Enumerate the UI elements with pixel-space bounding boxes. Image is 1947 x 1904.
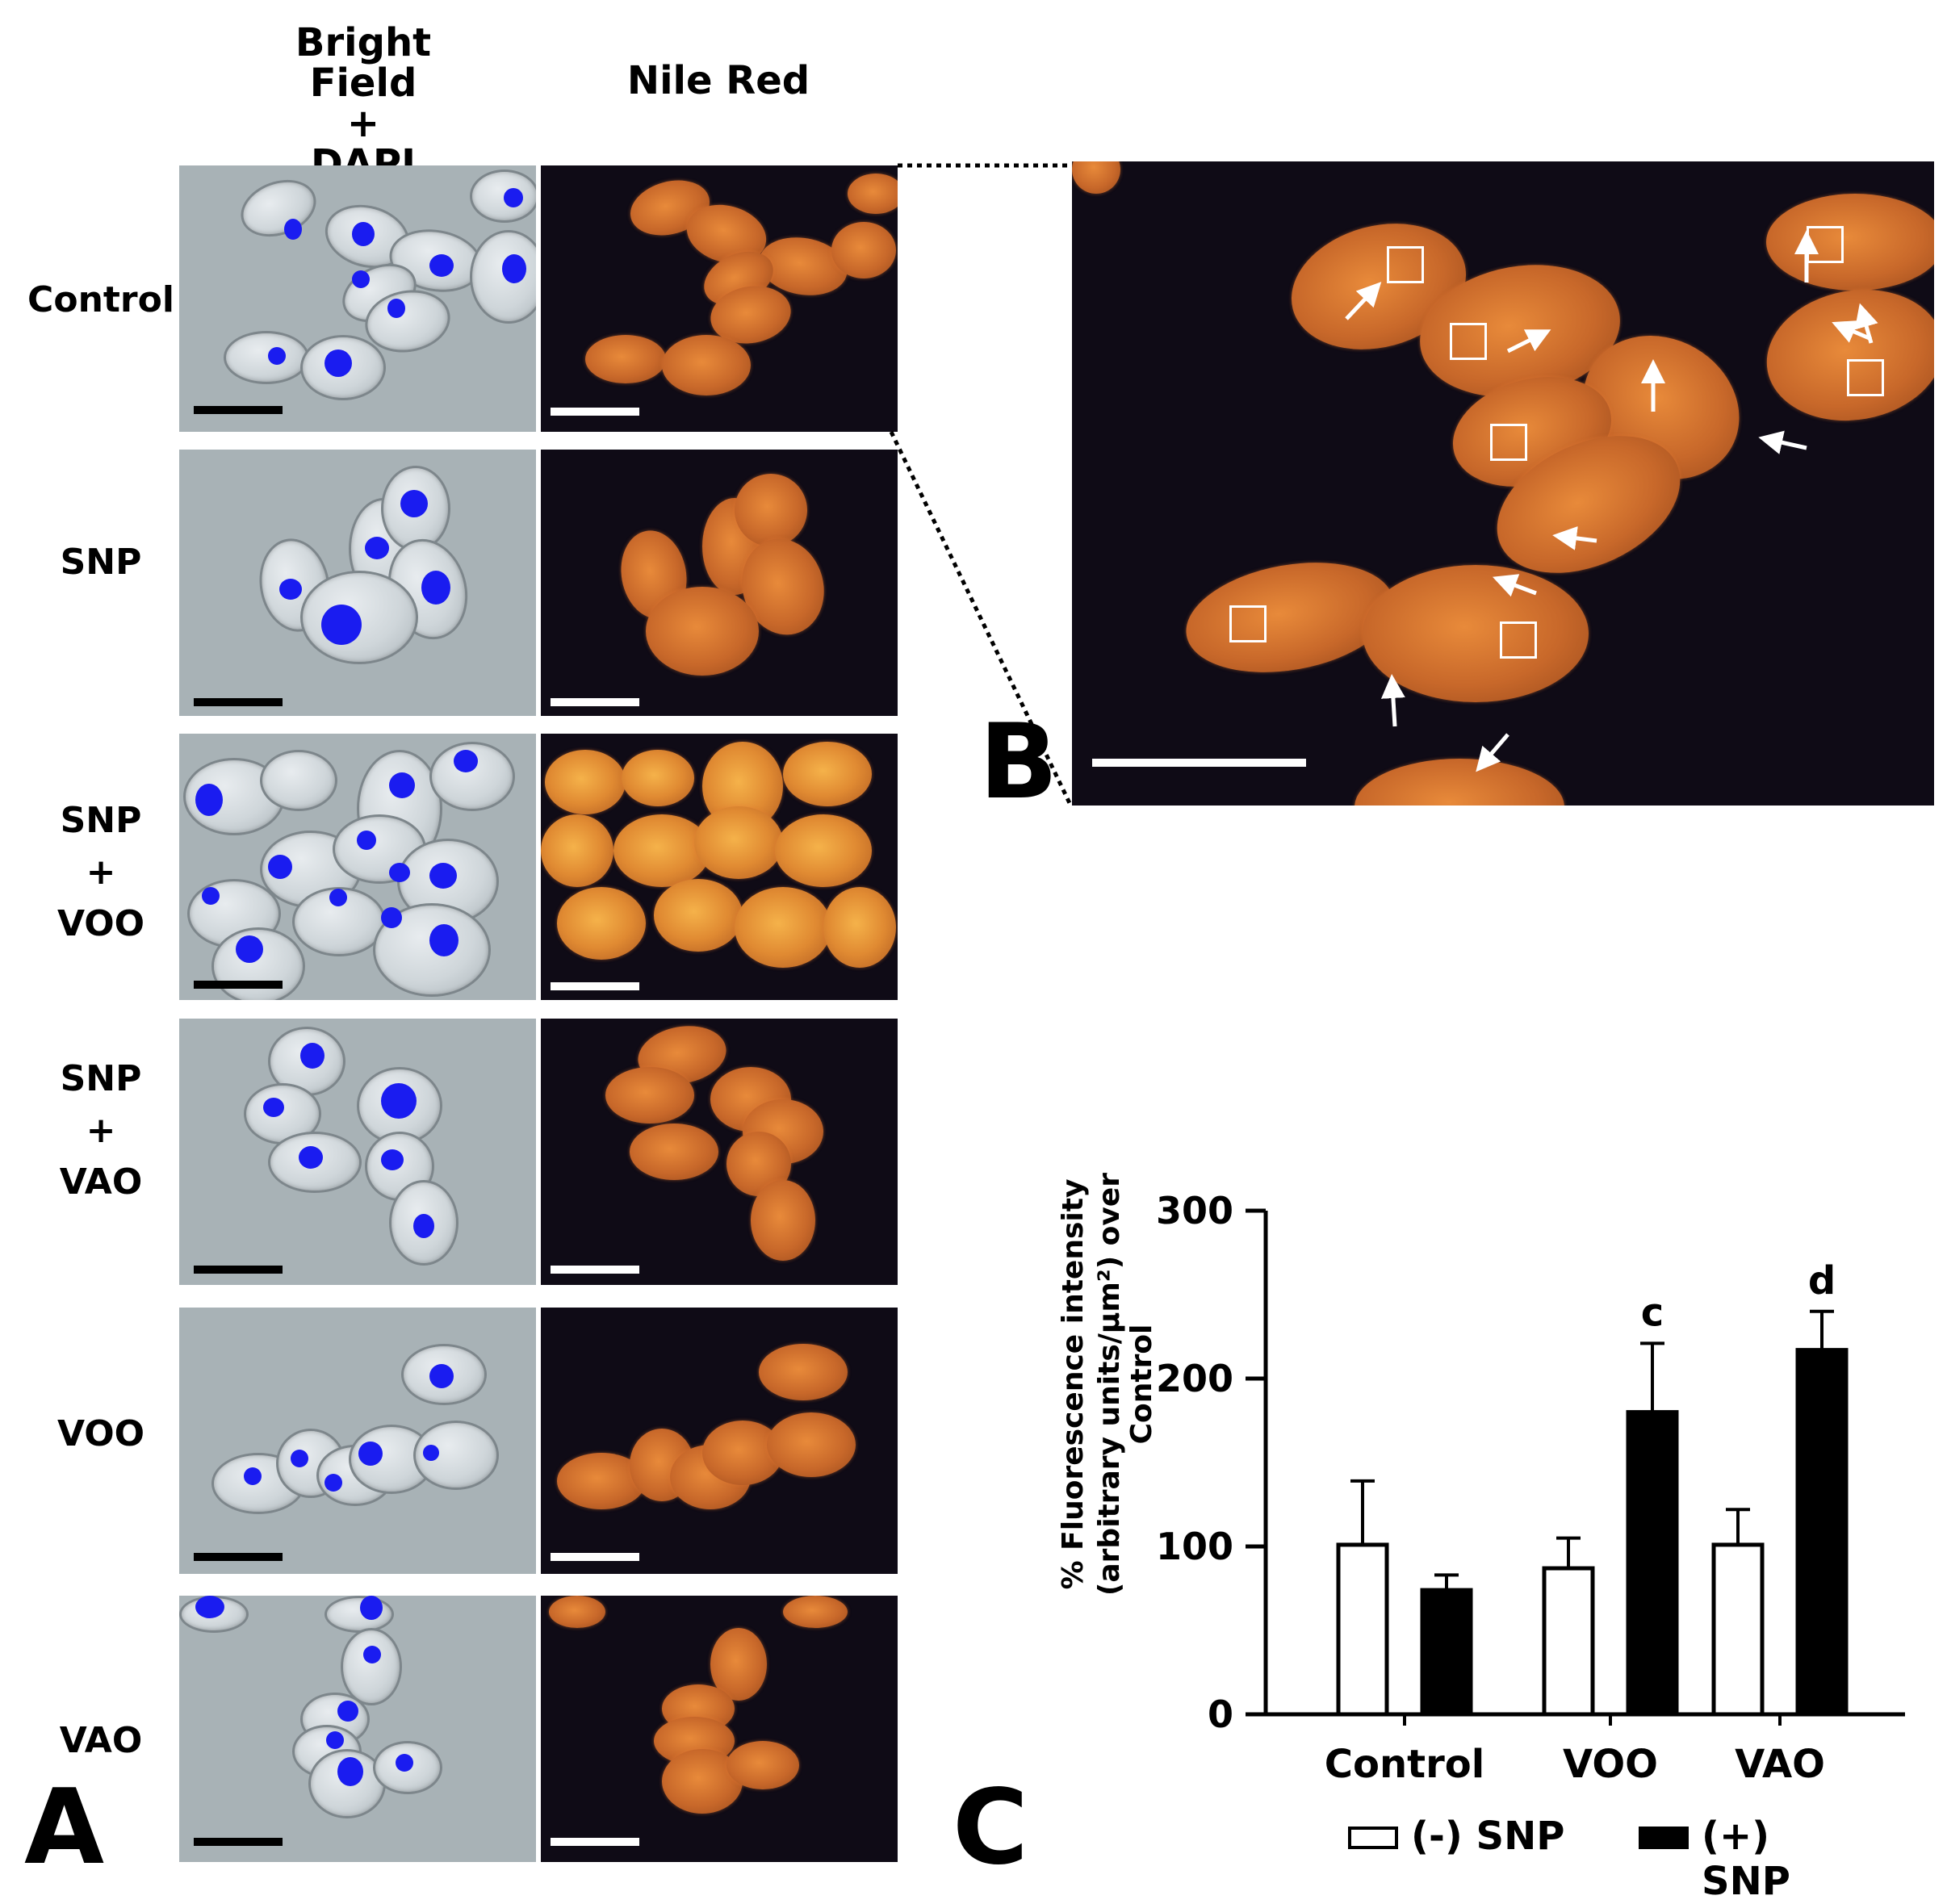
row-label-snp: SNP bbox=[60, 542, 142, 583]
bar bbox=[1542, 1566, 1595, 1717]
legend-label-plus-snp: (+) SNP bbox=[1702, 1814, 1790, 1904]
bar bbox=[1795, 1348, 1849, 1717]
magnified-nilered-image bbox=[1072, 161, 1934, 806]
nilered-image-snp-voo bbox=[541, 734, 898, 1000]
panel-label-a: A bbox=[24, 1768, 105, 1888]
y-tick-label: 200 bbox=[1156, 1357, 1233, 1400]
scale-bar bbox=[194, 1266, 283, 1274]
x-tick-label: VOO bbox=[1563, 1742, 1658, 1787]
y-tick-label: 300 bbox=[1156, 1189, 1233, 1232]
scale-bar bbox=[194, 981, 283, 989]
y-tick-label: 100 bbox=[1156, 1525, 1233, 1568]
x-tick-label: Control bbox=[1325, 1742, 1484, 1787]
row-label-vao: VAO bbox=[59, 1720, 143, 1761]
panel-label-b: B bbox=[979, 702, 1058, 822]
brightfield-image-snp-voo bbox=[179, 734, 536, 1000]
nilered-image-snp bbox=[541, 450, 898, 716]
scale-bar bbox=[194, 1838, 283, 1846]
scale-bar bbox=[551, 1838, 639, 1846]
scale-bar bbox=[194, 1553, 283, 1561]
legend-swatch-plus-snp bbox=[1639, 1827, 1689, 1849]
scale-bar bbox=[194, 698, 283, 706]
bar bbox=[1711, 1542, 1765, 1717]
panel-label-c: C bbox=[953, 1768, 1028, 1888]
nilered-image-vao bbox=[541, 1596, 898, 1862]
nilered-image-snp-vao bbox=[541, 1019, 898, 1285]
brightfield-image-snp-vao bbox=[179, 1019, 536, 1285]
legend-swatch-minus-snp bbox=[1348, 1827, 1398, 1849]
nilered-image-control bbox=[541, 165, 898, 432]
bar bbox=[1420, 1588, 1473, 1717]
row-label-snp-vao: SNP + VAO bbox=[59, 1058, 143, 1203]
scale-bar bbox=[551, 982, 639, 990]
bar bbox=[1626, 1410, 1679, 1717]
row-label-snp-voo: SNP + VOO bbox=[57, 800, 145, 944]
scale-bar bbox=[551, 698, 639, 706]
row-label-control: Control bbox=[27, 279, 174, 320]
legend-label-minus-snp: (-) SNP bbox=[1411, 1814, 1565, 1859]
row-label-voo: VOO bbox=[57, 1413, 145, 1454]
scale-bar bbox=[551, 1553, 639, 1561]
legend: (-) SNP (+) SNP bbox=[1348, 1812, 1832, 1904]
brightfield-image-control bbox=[179, 165, 536, 432]
brightfield-image-snp bbox=[179, 450, 536, 716]
scale-bar bbox=[551, 1266, 639, 1274]
x-tick-label: VAO bbox=[1735, 1742, 1825, 1787]
column-header-nilered: Nile Red bbox=[626, 58, 810, 103]
significance-label: c bbox=[1641, 1290, 1664, 1335]
scale-bar bbox=[551, 408, 639, 416]
nilered-image-voo bbox=[541, 1308, 898, 1574]
y-tick-label: 0 bbox=[1208, 1693, 1233, 1736]
bar bbox=[1336, 1542, 1389, 1717]
scale-bar bbox=[1092, 759, 1306, 767]
significance-label: d bbox=[1808, 1258, 1836, 1304]
brightfield-image-vao bbox=[179, 1596, 536, 1862]
brightfield-image-voo bbox=[179, 1308, 536, 1574]
scale-bar bbox=[194, 406, 283, 414]
